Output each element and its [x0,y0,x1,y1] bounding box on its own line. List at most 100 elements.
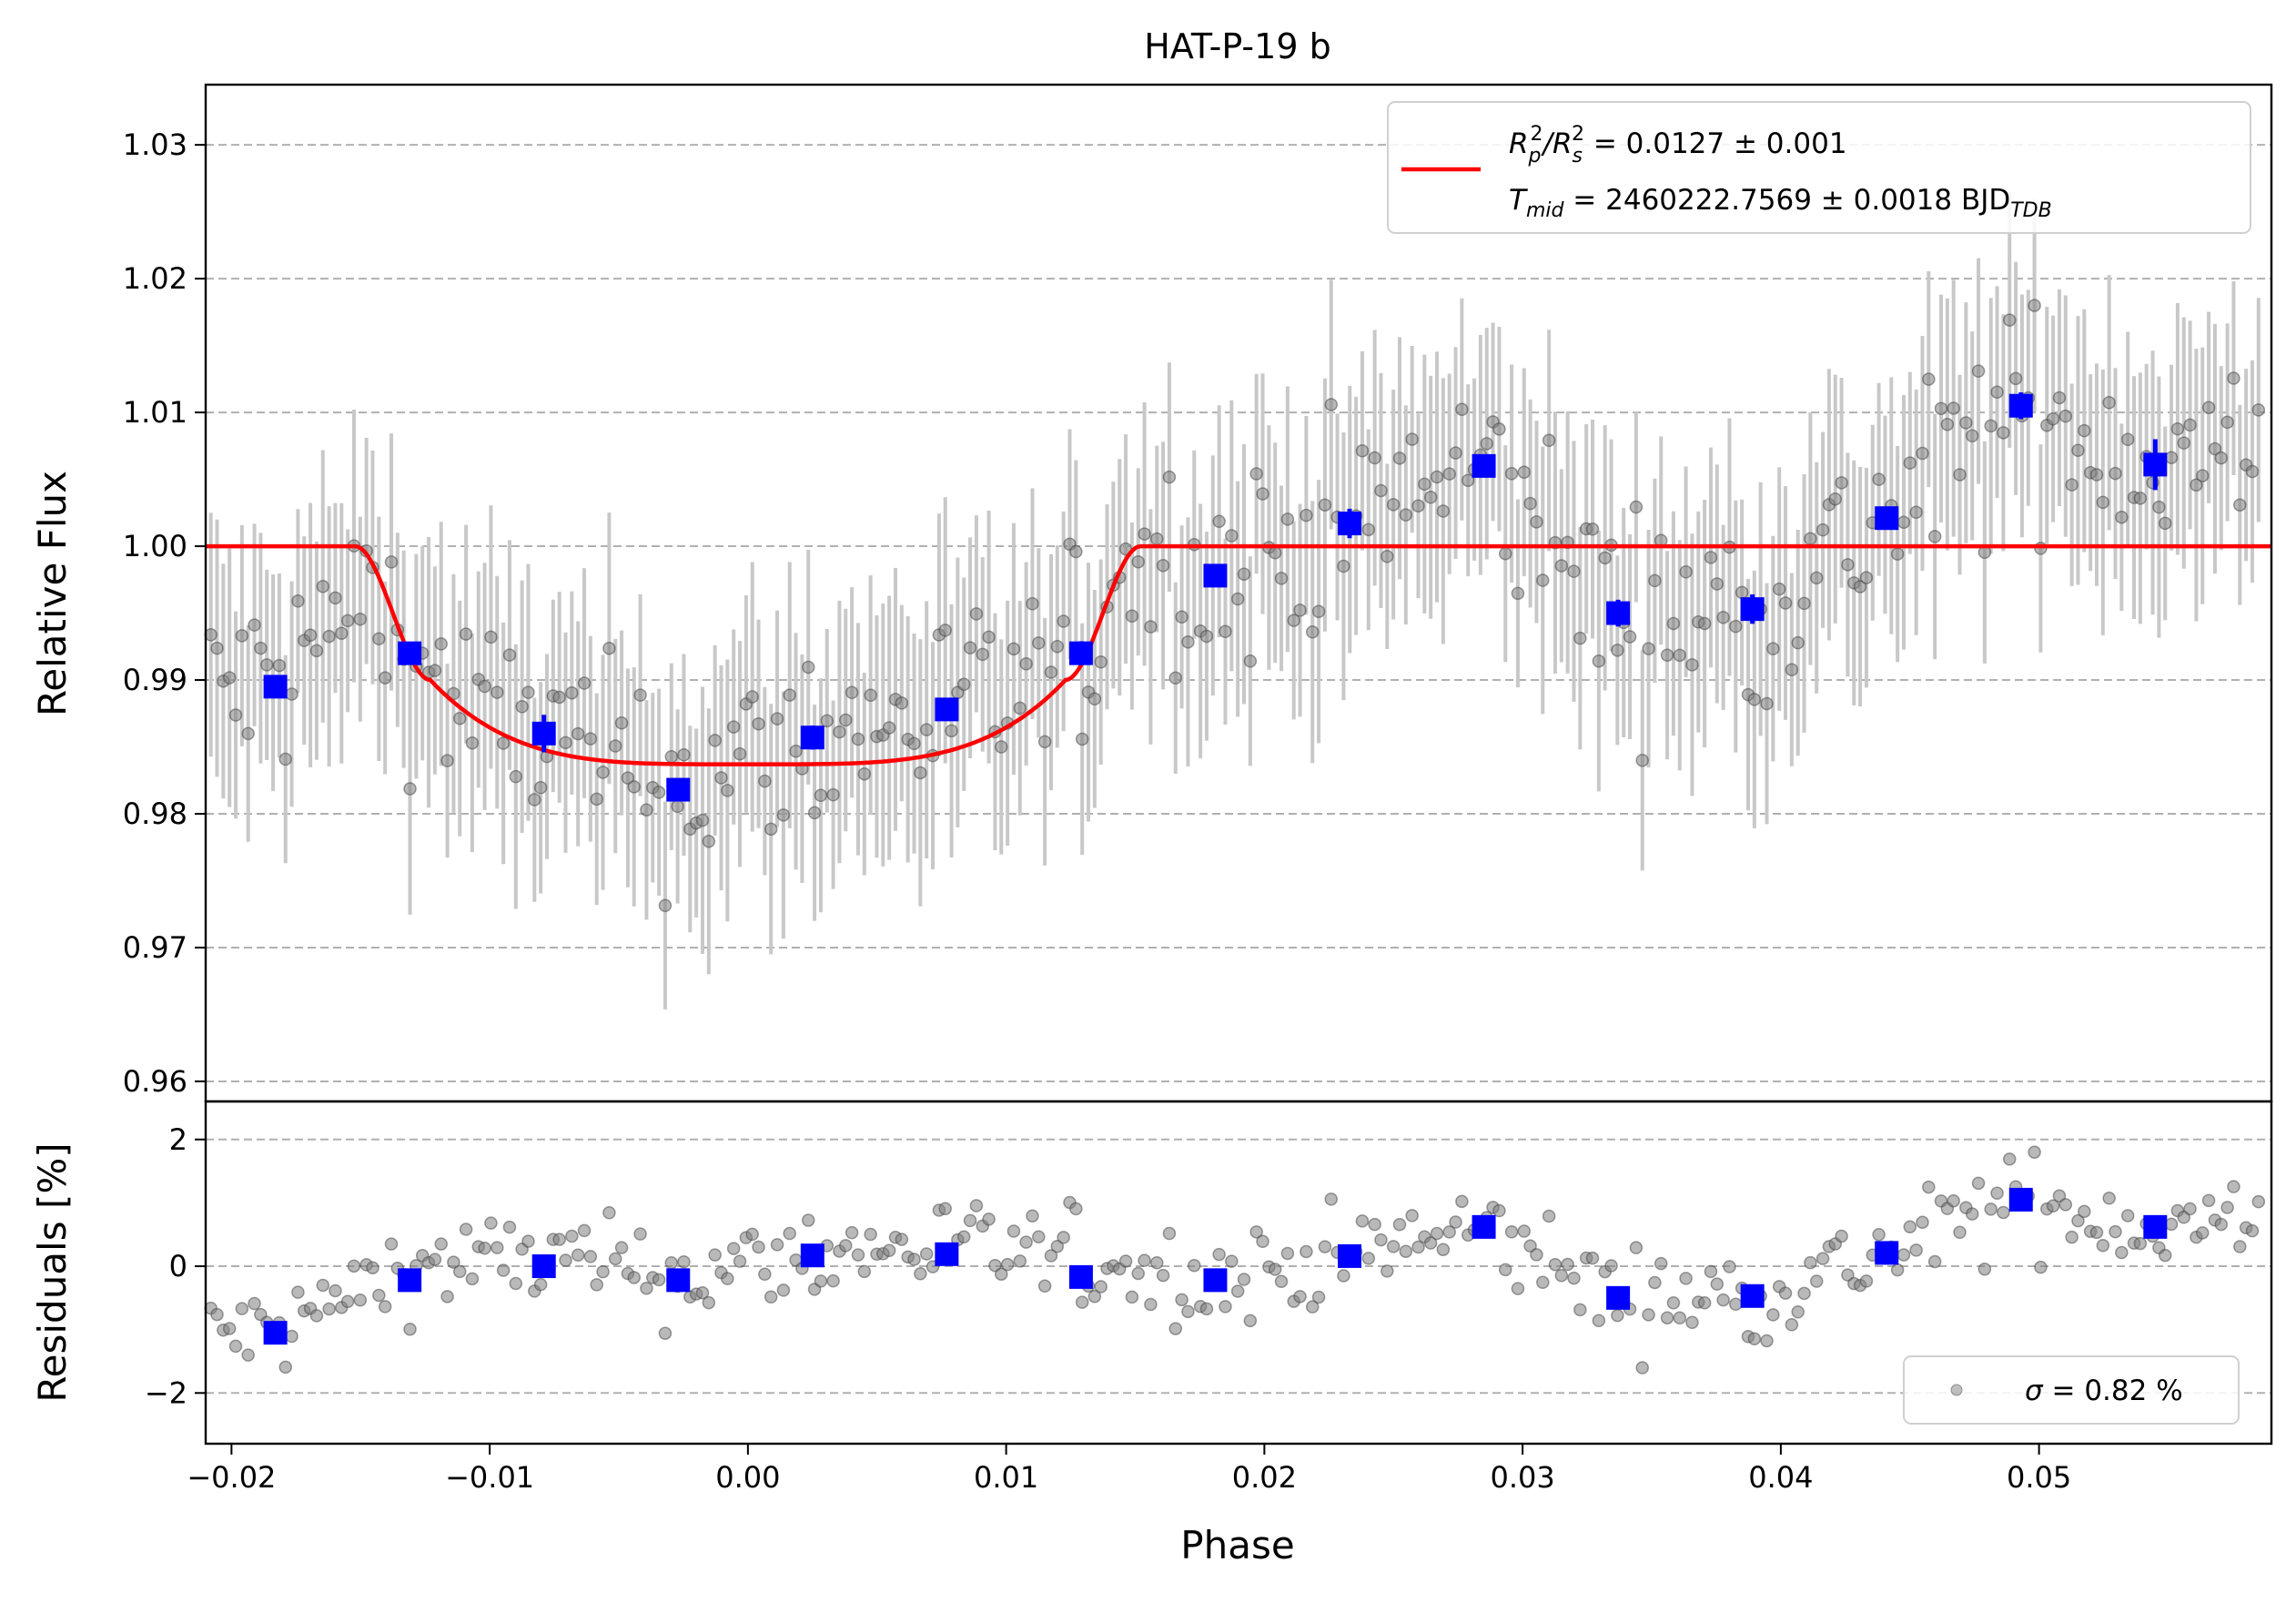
raw-flux-point [820,714,834,728]
residual-point [733,1254,747,1268]
raw-flux-point [963,641,977,654]
residual-point [1611,1308,1624,1323]
residual-point [2158,1248,2172,1263]
raw-flux-point [2220,415,2234,430]
residual-point [2096,1238,2110,1253]
binned-residual-point [1338,1243,1362,1268]
residual-point [1530,1248,1543,1262]
residual-point [1225,1254,1239,1268]
residual-point [702,1295,716,1310]
residual-point [1723,1260,1736,1273]
residual-point [1411,1240,1425,1254]
raw-flux-point [1922,372,1936,386]
residual-point [322,1302,336,1316]
residual-point [640,1281,653,1295]
raw-flux-point [1990,385,2004,399]
residual-point [1909,1243,1923,1257]
top-y-axis-title: Relative Flux [30,471,75,716]
residual-point [1660,1311,1674,1324]
raw-flux-point [1044,665,1058,679]
raw-flux-point [241,726,255,741]
raw-flux-point [1436,504,1451,518]
residual-point [2245,1223,2260,1238]
raw-flux-point [807,806,822,820]
raw-flux-point [2115,510,2129,524]
raw-flux-point [1423,491,1438,504]
residual-point [459,1223,473,1236]
residual-point [590,1278,603,1292]
residual-point [652,1273,666,1287]
raw-flux-point [1026,597,1039,611]
binned-residual-point [1068,1264,1093,1289]
residual-point [1635,1361,1649,1375]
residual-point [882,1243,896,1258]
raw-flux-point [1381,549,1394,563]
binned-flux-points [263,392,2168,802]
raw-flux-point [1896,515,1911,529]
residual-point [248,1296,261,1311]
residual-point [851,1248,865,1262]
residual-point [2196,1226,2210,1240]
bottom-y-axis-title: Residuals [%] [30,1142,75,1402]
raw-flux-point [1635,754,1649,767]
raw-flux-point [1405,432,1419,446]
residual-point [1199,1302,1214,1316]
raw-flux-point [565,685,579,700]
raw-flux-point [316,579,330,594]
bottom-y-tick-label: −2 [145,1375,187,1410]
raw-flux-point [652,786,666,799]
raw-flux-point [671,799,684,814]
raw-flux-point [340,614,355,628]
residual-point [509,1276,523,1291]
raw-flux-point [484,630,498,644]
x-tick-label: 0.04 [1748,1460,1813,1495]
residual-point [857,1264,872,1279]
residual-point [1069,1202,1083,1216]
raw-flux-point [982,630,996,644]
residual-point [1181,1304,1195,1319]
residual-point [2233,1240,2247,1253]
residual-point [1019,1235,1033,1249]
raw-flux-point [353,612,368,626]
residual-point [2089,1225,2104,1240]
residual-point [2071,1213,2085,1228]
raw-flux-point [596,766,610,779]
raw-flux-point [1916,446,1929,461]
raw-flux-point [1853,580,1867,594]
residual-point [1405,1209,1419,1223]
residual-point [1324,1192,1339,1206]
residual-point [559,1253,572,1267]
residual-point [721,1272,734,1285]
residual-point [658,1326,673,1340]
residual-point [1168,1322,1183,1335]
residual-point [1311,1290,1326,1304]
raw-flux-point [1598,551,1612,565]
raw-flux-point [1156,559,1170,573]
raw-flux-point [1212,514,1226,529]
raw-flux-point [677,748,691,762]
residual-point [1361,1252,1376,1265]
residual-point [1927,1254,1942,1269]
raw-flux-point [833,725,846,739]
residual-point [770,1238,784,1252]
residual-point [895,1233,909,1246]
binned-residual-point [263,1321,288,1345]
raw-flux-point [1311,604,1326,618]
binned-residual-point [2143,1214,2168,1239]
residual-point [1809,1274,1824,1288]
bottom-y-tick-label: 0 [169,1249,187,1283]
raw-flux-point [708,734,722,747]
raw-flux-point [1965,429,1979,443]
residual-point [2065,1230,2079,1244]
raw-flux-point [1131,554,1145,569]
bottom-x-ticks: −0.02 −0.01 0.00 0.01 0.02 0.03 0.04 0.05 [187,1444,2071,1495]
residual-point [1499,1263,1512,1277]
residual-point [1965,1207,1979,1221]
residual-point [1037,1279,1052,1294]
raw-flux-point [758,774,772,788]
raw-flux-point [559,736,572,750]
raw-flux-point [1679,565,1693,579]
raw-flux-point [621,771,635,785]
binned-flux-point [1875,506,1899,531]
residual-point [608,1252,622,1266]
